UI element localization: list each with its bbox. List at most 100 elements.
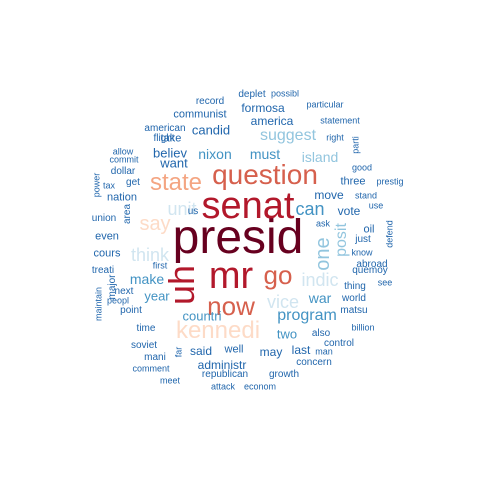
word-vote: vote (337, 204, 361, 218)
word-state: state (149, 169, 203, 196)
word-formosa: formosa (241, 101, 285, 115)
word-countri: countri (182, 308, 222, 324)
word-must: must (249, 146, 281, 162)
word-growth: growth (268, 369, 300, 380)
word-say: say (139, 213, 171, 235)
word-think: think (130, 245, 170, 265)
word-billion: billion (351, 322, 375, 333)
word-posit: posit (333, 223, 350, 257)
word-control: control (323, 338, 355, 349)
word-time: time (136, 323, 156, 334)
word-flight: flight (153, 133, 175, 144)
word-world: world (342, 293, 366, 304)
word-get: get (126, 177, 140, 188)
word-dollar: dollar (110, 166, 136, 177)
word-administr: administr (197, 358, 247, 372)
word-good: good (351, 162, 373, 173)
word-nation: nation (107, 191, 137, 204)
word-one: one (312, 237, 334, 271)
word-oil: oil (363, 223, 375, 236)
word-presid: presid (172, 211, 304, 264)
word-vice: vice (266, 292, 300, 312)
word-union: union (91, 213, 117, 224)
word-suggest: suggest (259, 127, 317, 144)
word-matsu: matsu (340, 305, 368, 316)
word-even: even (95, 230, 119, 243)
word-go: go (263, 260, 293, 290)
word-parti: parti (350, 136, 361, 154)
word-can: can (295, 199, 325, 219)
word-american: american (144, 123, 186, 134)
word-possibl: possibl (270, 88, 300, 99)
word-also: also (311, 328, 331, 339)
word-area: area (122, 203, 133, 225)
word-may: may (259, 345, 283, 359)
word-soviet: soviet (130, 340, 158, 351)
word-mr: mr (208, 255, 254, 297)
word-allow: allow (112, 146, 134, 157)
word-particular: particular (306, 99, 344, 110)
word-program: program (277, 307, 337, 324)
word-see: see (377, 277, 393, 288)
word-nixon: nixon (198, 146, 232, 162)
word-just: just (355, 234, 371, 245)
word-indic: indic (301, 270, 339, 290)
word-abroad: abroad (356, 259, 388, 270)
word-major: major (107, 274, 118, 300)
word-said: said (189, 344, 213, 358)
word-man: man (315, 346, 333, 357)
word-next: next (114, 286, 134, 297)
word-move: move (314, 188, 344, 202)
word-stand: stand (354, 190, 378, 201)
word-peopl: peopl (106, 295, 130, 306)
word-question: question (212, 159, 318, 190)
word-want: want (160, 155, 188, 171)
word-republican: republican (201, 369, 249, 380)
word-power: power (91, 172, 102, 198)
word-ask: ask (315, 218, 331, 229)
word-now: now (207, 291, 255, 321)
word-two: two (276, 326, 298, 342)
word-three: three (340, 175, 366, 188)
word-thing: thing (344, 281, 366, 292)
word-us: us (187, 206, 199, 217)
word-deplet: deplet (238, 89, 266, 100)
word-last: last (291, 343, 311, 357)
word-year: year (144, 288, 170, 304)
word-statement: statement (320, 115, 360, 126)
word-america: america (250, 114, 294, 128)
word-record: record (195, 96, 225, 107)
word-war: war (308, 290, 332, 306)
word-take: take (160, 132, 182, 145)
word-far: far (173, 346, 184, 358)
word-first: first (152, 260, 168, 271)
word-believ: believ (153, 145, 187, 161)
word-kennedi: kennedi (175, 317, 261, 344)
word-candid: candid (191, 122, 231, 138)
word-senat: senat (201, 185, 295, 227)
word-defend: defend (384, 220, 395, 248)
word-tax: tax (102, 180, 116, 191)
word-treati: treati (91, 265, 115, 276)
word-mani: mani (144, 352, 166, 363)
word-meet: meet (159, 375, 181, 386)
word-well: well (224, 343, 244, 356)
word-point: point (120, 305, 142, 316)
word-island: island (301, 149, 339, 165)
word-make: make (129, 271, 165, 287)
word-comment: comment (132, 363, 170, 374)
word-use: use (368, 200, 384, 211)
word-prestig: prestig (376, 176, 404, 187)
word-econom: econom (243, 381, 277, 392)
word-unit: unit (167, 199, 197, 219)
word-know: know (351, 247, 373, 258)
word-concern: concern (296, 357, 332, 368)
word-communist: communist (173, 108, 227, 121)
word-maintain: maintain (93, 286, 104, 322)
word-cours: cours (93, 247, 121, 260)
word-attack: attack (210, 381, 236, 392)
word-quemoy: quemoy (352, 265, 388, 276)
word-commit: commit (109, 154, 139, 165)
word-right: right (326, 132, 344, 143)
